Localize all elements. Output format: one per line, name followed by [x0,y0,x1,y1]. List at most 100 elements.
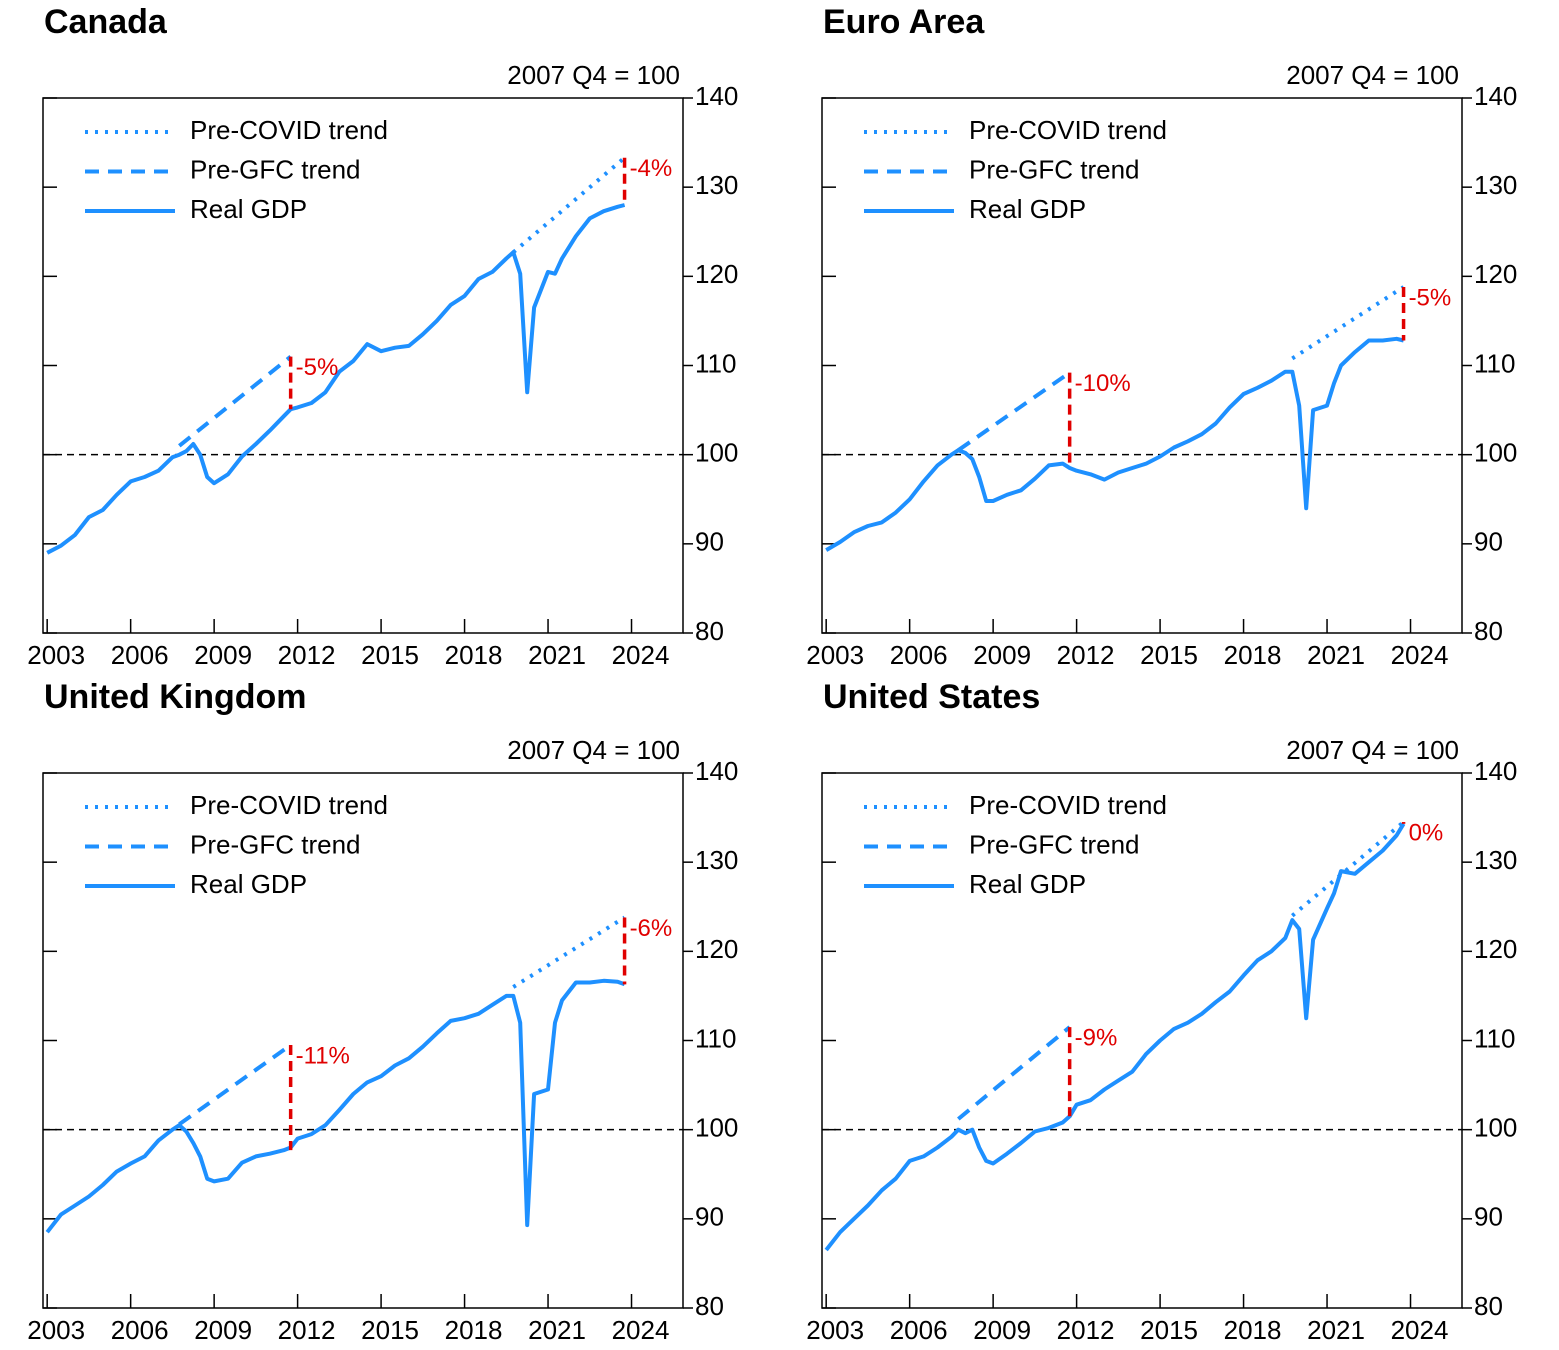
gap-label: -10% [1075,370,1131,397]
x-tick-label: 2015 [1140,640,1198,670]
gap-label: -4% [630,155,673,182]
y-tick-label: 90 [695,527,724,557]
gap-label: -9% [1075,1024,1118,1051]
legend-label: Pre-COVID trend [190,790,388,820]
legend-label: Real GDP [190,194,307,224]
legend-label: Pre-GFC trend [190,154,361,184]
series-line [512,156,626,254]
series-line [825,336,1405,552]
chart-title: United States [823,678,1040,716]
legend-label: Pre-COVID trend [969,115,1167,145]
gap-label: 0% [1409,819,1444,846]
x-tick-label: 2024 [1391,1315,1449,1345]
series-line [1291,285,1405,361]
y-tick-label: 110 [1474,348,1515,378]
x-tick-label: 2018 [445,640,503,670]
y-tick-label: 140 [695,756,738,786]
legend-label: Real GDP [190,869,307,899]
series-line [1291,820,1405,918]
legend-label: Real GDP [969,869,1086,899]
panel: Euro Area 2007 Q4 = 100 80 90 100 110 120 130 14… [806,3,1517,670]
gap-label: -5% [296,354,339,381]
y-tick-label: 90 [1474,527,1503,557]
y-tick-label: 110 [695,348,736,378]
series-line [957,1025,1071,1121]
y-tick-label: 120 [1474,934,1517,964]
y-tick-label: 140 [1474,756,1517,786]
y-tick-label: 140 [1474,81,1517,111]
x-tick-label: 2009 [973,1315,1031,1345]
y-tick-label: 90 [1474,1202,1503,1232]
y-tick-label: 80 [695,1291,724,1321]
y-tick-label: 120 [695,934,738,964]
gap-label: -6% [630,915,673,942]
x-tick-label: 2006 [111,1315,169,1345]
x-tick-label: 2009 [194,1315,252,1345]
y-tick-label: 110 [1474,1023,1515,1053]
x-tick-label: 2006 [890,1315,948,1345]
unit-label: 2007 Q4 = 100 [1286,735,1459,765]
x-tick-label: 2024 [1391,640,1449,670]
y-tick-label: 130 [1474,170,1517,200]
gap-label: -11% [296,1042,350,1069]
x-tick-label: 2018 [1224,1315,1282,1345]
series-line [46,203,626,555]
y-tick-label: 80 [695,616,724,646]
plot-frame [42,772,684,1309]
x-tick-label: 2021 [528,1315,586,1345]
x-tick-label: 2003 [27,1315,85,1345]
chart-title: Euro Area [823,3,985,41]
series-line [824,822,1406,1252]
legend-label: Pre-COVID trend [969,790,1167,820]
unit-label: 2007 Q4 = 100 [507,60,680,90]
y-tick-label: 100 [695,1113,738,1143]
x-tick-label: 2012 [1057,640,1115,670]
x-tick-label: 2006 [111,640,169,670]
unit-label: 2007 Q4 = 100 [507,735,680,765]
y-tick-label: 130 [695,845,738,875]
x-tick-label: 2009 [194,640,252,670]
legend-label: Pre-GFC trend [969,829,1140,859]
y-tick-label: 90 [695,1202,724,1232]
legend-label: Pre-GFC trend [190,829,361,859]
series-line [45,978,626,1234]
y-tick-label: 130 [695,170,738,200]
x-tick-label: 2006 [890,640,948,670]
x-tick-label: 2024 [612,1315,670,1345]
x-tick-label: 2015 [361,1315,419,1345]
y-tick-label: 100 [1474,438,1517,468]
plot-frame [821,772,1463,1309]
series-line [178,1043,292,1126]
unit-label: 2007 Q4 = 100 [1286,60,1459,90]
x-tick-label: 2015 [1140,1315,1198,1345]
x-tick-label: 2003 [27,640,85,670]
legend-label: Pre-COVID trend [190,115,388,145]
series-line [957,370,1071,452]
series-line [512,915,626,989]
panel: Canada 2007 Q4 = 100 80 90 100 110 120 130 140 20… [27,3,738,670]
plot-frame [42,97,684,634]
x-tick-label: 2021 [528,640,586,670]
chart-title: Canada [44,3,168,41]
x-tick-label: 2003 [806,1315,864,1345]
x-tick-label: 2012 [278,640,336,670]
x-tick-label: 2021 [1307,1315,1365,1345]
y-tick-label: 100 [1474,1113,1517,1143]
y-tick-label: 80 [1474,1291,1503,1321]
panel: United Kingdom 2007 Q4 = 100 80 90 100 110 120… [27,678,738,1345]
x-tick-label: 2012 [1057,1315,1115,1345]
chart-title: United Kingdom [44,678,307,716]
y-tick-label: 110 [695,1023,736,1053]
legend-label: Pre-GFC trend [969,154,1140,184]
y-tick-label: 120 [695,259,738,289]
y-tick-label: 140 [695,81,738,111]
x-tick-label: 2009 [973,640,1031,670]
y-tick-label: 80 [1474,616,1503,646]
plot-frame [821,97,1463,634]
gap-label: -5% [1409,284,1452,311]
y-tick-label: 120 [1474,259,1517,289]
series-line [178,355,292,448]
x-tick-label: 2018 [445,1315,503,1345]
